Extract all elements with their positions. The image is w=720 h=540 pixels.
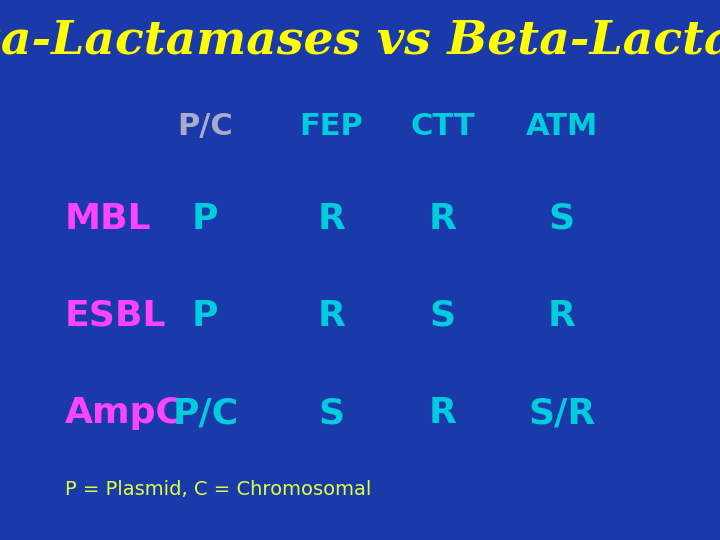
Text: P/C: P/C [172,396,238,430]
Text: P: P [192,299,218,333]
Text: R: R [429,396,456,430]
Text: R: R [318,299,345,333]
Text: P/C: P/C [177,112,233,141]
Text: S/R: S/R [528,396,595,430]
Text: R: R [429,202,456,235]
Text: MBL: MBL [65,202,151,235]
Text: CTT: CTT [410,112,475,141]
Text: R: R [548,299,575,333]
Text: FEP: FEP [300,112,363,141]
Text: P: P [192,202,218,235]
Text: S: S [430,299,456,333]
Text: S: S [318,396,344,430]
Text: R: R [318,202,345,235]
Text: Beta-Lactamases vs Beta-Lactams: Beta-Lactamases vs Beta-Lactams [0,17,720,64]
Text: S: S [549,202,575,235]
Text: ATM: ATM [526,112,598,141]
Text: ESBL: ESBL [65,299,166,333]
Text: P = Plasmid, C = Chromosomal: P = Plasmid, C = Chromosomal [65,480,372,500]
Text: AmpC: AmpC [65,396,183,430]
